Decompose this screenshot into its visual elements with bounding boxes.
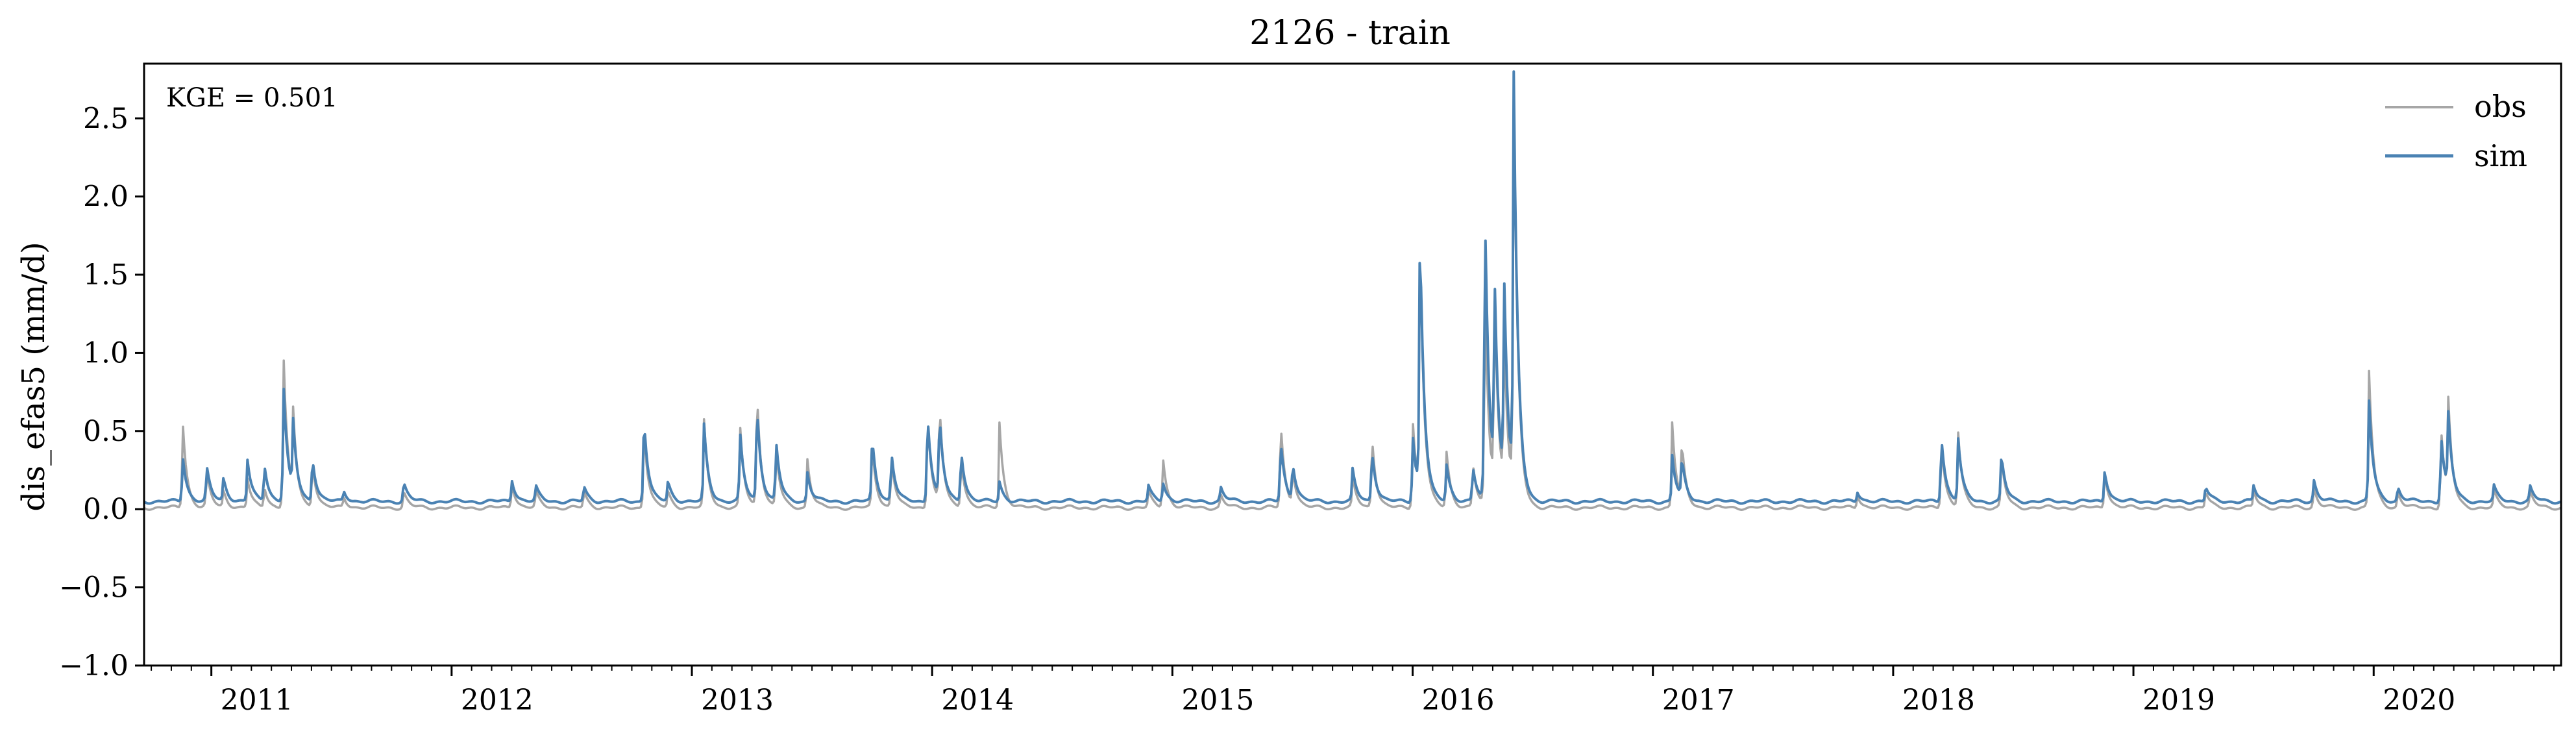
y-axis-label: dis_efas5 (mm/d) xyxy=(16,242,52,511)
x-tick-label: 2016 xyxy=(1422,684,1495,717)
y-tick-label: 0.0 xyxy=(83,493,129,526)
x-tick-label: 2017 xyxy=(1662,684,1735,717)
legend-sim-label: sim xyxy=(2474,138,2527,173)
y-tick-label: 0.5 xyxy=(83,415,129,448)
chart-title: 2126 - train xyxy=(1249,14,1451,53)
x-tick-label: 2015 xyxy=(1181,684,1254,717)
kge-annotation: KGE = 0.501 xyxy=(166,83,338,113)
y-tick-label: −1.0 xyxy=(59,649,129,682)
x-tick-label: 2013 xyxy=(701,684,774,717)
x-tick-label: 2012 xyxy=(461,684,534,717)
y-tick-label: −0.5 xyxy=(59,571,129,604)
y-tick-label: 2.0 xyxy=(83,181,129,214)
y-tick-label: 2.5 xyxy=(83,102,129,135)
x-tick-label: 2019 xyxy=(2142,684,2215,717)
x-tick-label: 2011 xyxy=(221,684,293,717)
x-tick-label: 2018 xyxy=(1902,684,1975,717)
legend-obs-label: obs xyxy=(2474,89,2527,124)
y-tick-label: 1.5 xyxy=(83,258,129,292)
y-tick-label: 1.0 xyxy=(83,336,129,369)
x-tick-label: 2014 xyxy=(941,684,1014,717)
x-tick-label: 2020 xyxy=(2383,684,2455,717)
